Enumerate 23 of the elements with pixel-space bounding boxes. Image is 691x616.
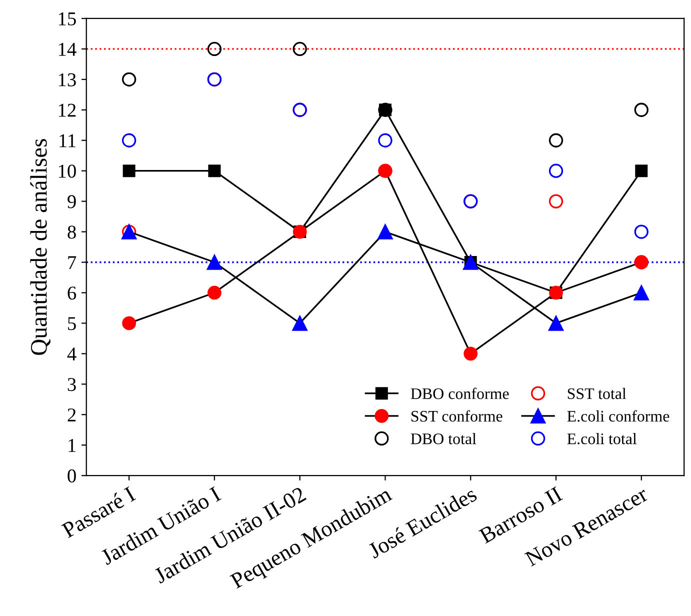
y-tick-label: 13 [58,73,76,86]
y-tick-label: 15 [58,12,76,26]
y-axis-title: Quantidade de análises [30,139,50,355]
legend-label: DBO conforme [410,388,509,400]
y-tick-label: 3 [68,378,76,392]
legend-label: DBO total [410,432,476,444]
y-tick-label: 10 [58,164,76,178]
legend-label: E.coli conforme [567,410,670,422]
y-tick-label: 8 [68,226,76,239]
y-tick-label: 11 [60,134,76,148]
y-tick-label: 7 [68,256,76,269]
y-tick-label: 14 [58,42,76,56]
y-tick-label: 6 [68,286,76,300]
y-tick-label: 1 [68,438,76,452]
y-tick-label: 0 [68,469,76,482]
y-tick-label: 5 [68,317,76,330]
legend-label: SST total [568,388,626,400]
y-tick-label: 9 [68,195,76,208]
legend-label: SST conforme [411,410,502,422]
legend-label: E.coli total [567,432,637,444]
y-tick-label: 12 [58,104,76,117]
y-tick-label: 4 [67,348,76,360]
y-tick-label: 2 [68,408,76,422]
